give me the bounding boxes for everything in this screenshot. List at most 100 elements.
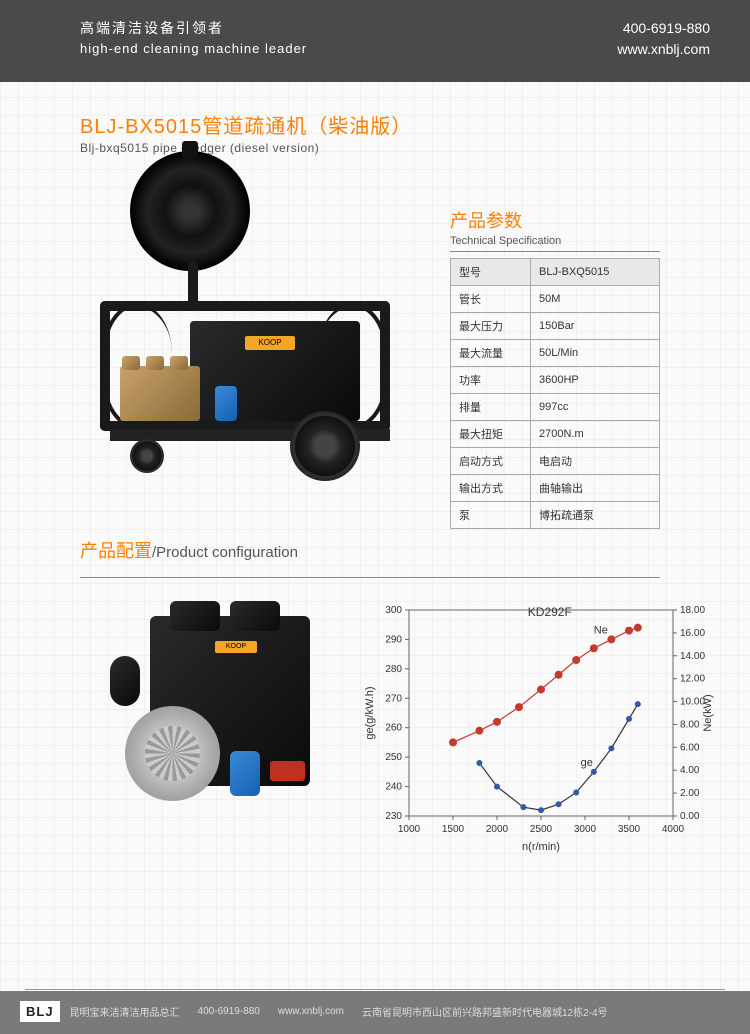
spec-key: 输出方式	[451, 475, 531, 502]
svg-text:2000: 2000	[486, 824, 509, 835]
svg-text:240: 240	[385, 782, 402, 793]
header-slogan: 高端清洁设备引领者 high-end cleaning machine lead…	[80, 18, 307, 59]
engine-intake1-icon	[170, 601, 220, 631]
footer-address: 云南省昆明市西山区前兴路邦盛新时代电器城12栋2-4号	[362, 1004, 608, 1019]
pump-icon	[120, 366, 200, 421]
header-slogan-en: high-end cleaning machine leader	[80, 39, 307, 59]
engine-badge2-icon: KOOP	[215, 641, 257, 653]
svg-text:18.00: 18.00	[680, 605, 705, 616]
spec-value: 50L/Min	[531, 340, 660, 367]
table-row: 最大压力150Bar	[451, 313, 660, 340]
footer-rule	[25, 989, 725, 990]
spec-value: 电启动	[531, 448, 660, 475]
wheel-front-icon	[130, 439, 164, 473]
engine-blue-filter-icon	[230, 751, 260, 796]
page-footer: BLJ 昆明宝来洁清洁用品总汇 400-6919-880 www.xnblj.c…	[0, 991, 750, 1034]
footer-phone: 400-6919-880	[198, 1006, 260, 1017]
svg-text:0.00: 0.00	[680, 811, 700, 822]
reel-handle-icon	[182, 141, 198, 159]
svg-text:Ne: Ne	[594, 625, 608, 637]
spec-value: 150Bar	[531, 313, 660, 340]
footer-logo: BLJ	[20, 1001, 60, 1022]
spec-value: 博拓疏通泵	[531, 502, 660, 529]
pump-head3-icon	[170, 356, 188, 370]
spec-block: 产品参数 Technical Specification 型号BLJ-BXQ50…	[430, 171, 710, 529]
table-row: 管长50M	[451, 286, 660, 313]
engine-exhaust-icon	[110, 656, 140, 706]
table-row: 输出方式曲轴输出	[451, 475, 660, 502]
spec-key: 泵	[451, 502, 531, 529]
pump-head1-icon	[122, 356, 140, 370]
svg-text:ge(g/kW.h): ge(g/kW.h)	[364, 686, 376, 739]
svg-text:260: 260	[385, 723, 402, 734]
svg-text:ge: ge	[581, 757, 593, 769]
config-title-cn: 产品配置	[80, 541, 152, 561]
svg-text:230: 230	[385, 811, 402, 822]
svg-text:6.00: 6.00	[680, 742, 700, 753]
page-header: 高端清洁设备引领者 high-end cleaning machine lead…	[0, 0, 750, 82]
spec-value: 50M	[531, 286, 660, 313]
footer-url: www.xnblj.com	[278, 1006, 344, 1017]
blue-filter-icon	[215, 386, 237, 421]
spec-key: 功率	[451, 367, 531, 394]
config-title: 产品配置/Product configuration	[80, 541, 298, 561]
svg-text:290: 290	[385, 634, 402, 645]
table-row: 最大扭矩2700N.m	[451, 421, 660, 448]
svg-text:16.00: 16.00	[680, 628, 705, 639]
svg-text:2.00: 2.00	[680, 788, 700, 799]
spec-value: 3600HP	[531, 367, 660, 394]
svg-text:270: 270	[385, 693, 402, 704]
spec-value: 曲轴输出	[531, 475, 660, 502]
spec-value: 2700N.m	[531, 421, 660, 448]
spec-key: 管长	[451, 286, 531, 313]
header-slogan-cn: 高端清洁设备引领者	[80, 18, 307, 39]
engine-intake2-icon	[230, 601, 280, 631]
svg-text:n(r/min): n(r/min)	[522, 841, 560, 853]
svg-text:300: 300	[385, 605, 402, 616]
spec-title-en: Technical Specification	[450, 235, 660, 252]
spec-key: 型号	[451, 259, 531, 286]
spec-title-cn: 产品参数	[450, 207, 710, 233]
spec-table: 型号BLJ-BXQ5015管长50M最大压力150Bar最大流量50L/Min功…	[450, 258, 660, 529]
chart-svg: 1000150020002500300035004000230240250260…	[361, 596, 721, 856]
svg-text:2500: 2500	[530, 824, 553, 835]
flywheel-fins-icon	[145, 726, 200, 781]
header-phone: 400-6919-880	[617, 18, 710, 39]
pump-head2-icon	[146, 356, 164, 370]
top-section: KOOP 产品参数 Technical Specification 型号BLJ-…	[0, 159, 750, 529]
spec-value: 997cc	[531, 394, 660, 421]
svg-text:12.00: 12.00	[680, 674, 705, 685]
spec-key: 最大压力	[451, 313, 531, 340]
svg-text:3500: 3500	[618, 824, 641, 835]
config-header: 产品配置/Product configuration	[0, 529, 750, 573]
bottom-section: KOOP 10001500200025003000350040002302402…	[0, 578, 750, 856]
svg-text:8.00: 8.00	[680, 719, 700, 730]
svg-text:Ne(kW): Ne(kW)	[702, 694, 714, 731]
table-row: 最大流量50L/Min	[451, 340, 660, 367]
svg-text:250: 250	[385, 752, 402, 763]
hose-reel-icon	[130, 151, 250, 271]
wheel-rear-icon	[290, 411, 360, 481]
header-url: www.xnblj.com	[617, 39, 710, 60]
engine-red-part-icon	[270, 761, 305, 781]
spec-key: 最大扭矩	[451, 421, 531, 448]
footer-company: 昆明宝来洁清洁用品总汇	[70, 1004, 180, 1019]
spec-key: 排量	[451, 394, 531, 421]
svg-text:1000: 1000	[398, 824, 421, 835]
svg-text:KD292F: KD292F	[528, 605, 572, 619]
svg-text:280: 280	[385, 664, 402, 675]
svg-text:4.00: 4.00	[680, 765, 700, 776]
table-row: 排量997cc	[451, 394, 660, 421]
product-image: KOOP	[70, 171, 430, 491]
spec-key: 启动方式	[451, 448, 531, 475]
engine-image: KOOP	[70, 596, 351, 846]
engine-badge-icon: KOOP	[245, 336, 295, 350]
config-title-en: Product configuration	[156, 544, 298, 561]
product-title-cn: BLJ-BX5015管道疏通机（柴油版）	[80, 110, 750, 139]
spec-value: BLJ-BXQ5015	[531, 259, 660, 286]
svg-text:14.00: 14.00	[680, 651, 705, 662]
performance-chart: 1000150020002500300035004000230240250260…	[361, 596, 710, 856]
svg-text:1500: 1500	[442, 824, 465, 835]
spec-key: 最大流量	[451, 340, 531, 367]
header-contact: 400-6919-880 www.xnblj.com	[617, 18, 710, 60]
